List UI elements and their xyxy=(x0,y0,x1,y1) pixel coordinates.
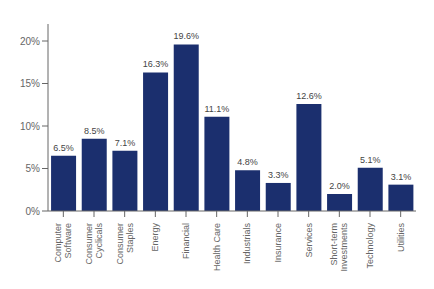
svg-text:7.1%: 7.1% xyxy=(115,138,136,148)
svg-text:0%: 0% xyxy=(26,206,41,217)
svg-text:Short-termInvestments: Short-termInvestments xyxy=(329,223,349,272)
svg-text:Financial: Financial xyxy=(181,223,191,259)
svg-text:ConsumerCyclicals: ConsumerCyclicals xyxy=(84,223,104,265)
svg-text:10%: 10% xyxy=(20,121,40,132)
svg-text:12.6%: 12.6% xyxy=(296,91,322,101)
svg-text:ComputerSoftware: ComputerSoftware xyxy=(53,223,73,263)
svg-text:8.5%: 8.5% xyxy=(84,126,105,136)
svg-text:Insurance: Insurance xyxy=(273,223,283,263)
svg-text:5%: 5% xyxy=(26,163,41,174)
svg-text:19.6%: 19.6% xyxy=(173,31,199,41)
svg-text:Utilities: Utilities xyxy=(396,223,406,253)
svg-text:Services: Services xyxy=(304,223,314,258)
svg-text:11.1%: 11.1% xyxy=(204,104,229,114)
svg-text:20%: 20% xyxy=(20,36,40,47)
svg-text:Health Care: Health Care xyxy=(212,223,222,271)
svg-text:3.1%: 3.1% xyxy=(391,172,412,182)
svg-text:6.5%: 6.5% xyxy=(53,143,74,153)
svg-text:15%: 15% xyxy=(20,78,40,89)
svg-text:Energy: Energy xyxy=(150,223,160,252)
svg-text:2.0%: 2.0% xyxy=(329,181,350,191)
svg-text:5.1%: 5.1% xyxy=(360,155,381,165)
svg-text:Technology: Technology xyxy=(365,223,375,269)
svg-text:Industrials: Industrials xyxy=(242,223,252,265)
svg-text:4.8%: 4.8% xyxy=(237,157,258,167)
svg-text:3.3%: 3.3% xyxy=(268,170,289,180)
svg-text:16.3%: 16.3% xyxy=(143,59,169,69)
svg-text:ConsumerStaples: ConsumerStaples xyxy=(115,223,135,265)
